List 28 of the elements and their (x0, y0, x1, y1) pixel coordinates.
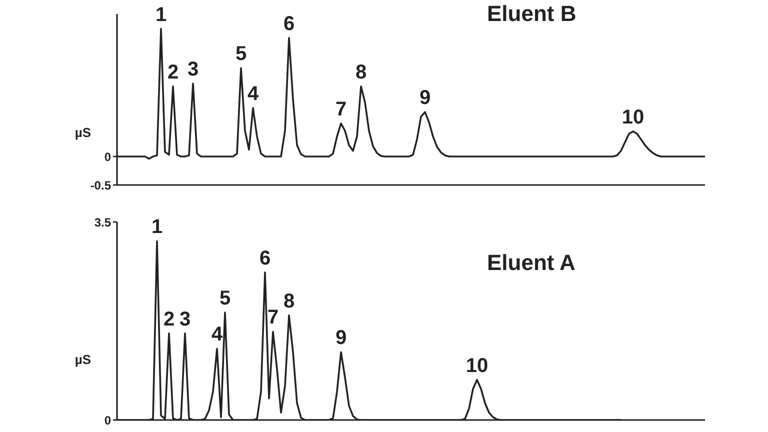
annotation: 10 (622, 106, 644, 128)
annotation: 5 (235, 43, 247, 66)
annotation: 3 (179, 308, 191, 330)
annotation: 4 (247, 83, 260, 106)
annotation: 1 (155, 4, 167, 26)
y-tick-label: 0 (104, 413, 112, 428)
annotation: 2 (167, 61, 179, 84)
annotation: 4 (211, 324, 224, 346)
chart-title: Eluent B (487, 1, 576, 26)
y-axis-title: µS (74, 125, 92, 140)
annotation: 9 (335, 327, 347, 350)
y-tick-label: 3.5 (94, 215, 112, 230)
annotation: 10 (466, 354, 488, 377)
annotation: 2 (163, 308, 175, 330)
annotation: 3 (187, 58, 199, 81)
text: Eluent A (487, 250, 576, 275)
annotation: 5 (219, 288, 231, 310)
annotation: 1 (151, 216, 163, 238)
annotation: 8 (355, 61, 367, 84)
annotation: 9 (419, 87, 431, 110)
annotation: 6 (259, 247, 271, 270)
y-tick-label: 0 (104, 150, 112, 164)
y-axis-title: µS (74, 352, 92, 368)
y-tick-label: -0.5 (90, 178, 112, 192)
annotation: 7 (335, 98, 347, 120)
annotation: 8 (283, 290, 295, 312)
annotation: 6 (283, 12, 295, 35)
annotation: 7 (267, 306, 279, 329)
